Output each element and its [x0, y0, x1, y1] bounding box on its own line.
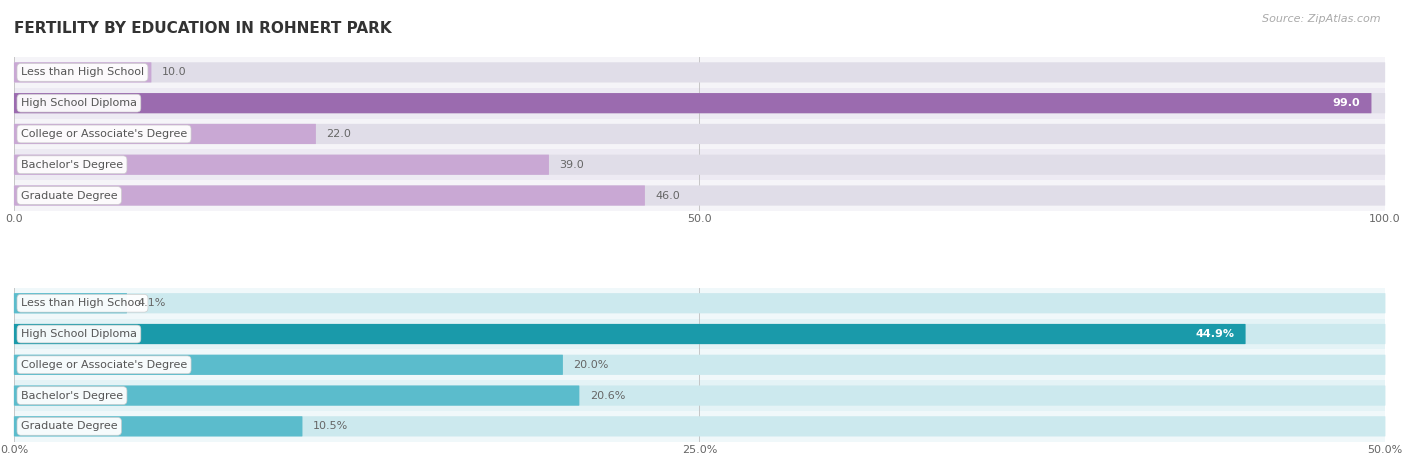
Text: 22.0: 22.0: [326, 129, 352, 139]
Text: Graduate Degree: Graduate Degree: [21, 190, 118, 200]
Text: 4.1%: 4.1%: [138, 298, 166, 308]
Text: Bachelor's Degree: Bachelor's Degree: [21, 390, 124, 400]
FancyBboxPatch shape: [14, 124, 316, 144]
Text: FERTILITY BY EDUCATION IN ROHNERT PARK: FERTILITY BY EDUCATION IN ROHNERT PARK: [14, 21, 392, 37]
FancyBboxPatch shape: [14, 124, 1385, 144]
FancyBboxPatch shape: [14, 288, 1385, 319]
Text: Less than High School: Less than High School: [21, 298, 143, 308]
Text: High School Diploma: High School Diploma: [21, 329, 136, 339]
Text: Source: ZipAtlas.com: Source: ZipAtlas.com: [1263, 14, 1381, 24]
FancyBboxPatch shape: [14, 293, 1385, 314]
FancyBboxPatch shape: [14, 380, 1385, 411]
FancyBboxPatch shape: [14, 319, 1385, 350]
FancyBboxPatch shape: [14, 324, 1385, 344]
FancyBboxPatch shape: [14, 93, 1371, 113]
Text: Less than High School: Less than High School: [21, 67, 143, 77]
FancyBboxPatch shape: [14, 386, 1385, 406]
Text: High School Diploma: High School Diploma: [21, 98, 136, 108]
FancyBboxPatch shape: [14, 155, 548, 175]
FancyBboxPatch shape: [14, 386, 579, 406]
Text: 99.0: 99.0: [1333, 98, 1360, 108]
FancyBboxPatch shape: [14, 62, 152, 83]
Text: Graduate Degree: Graduate Degree: [21, 421, 118, 431]
FancyBboxPatch shape: [14, 185, 1385, 206]
Text: 10.5%: 10.5%: [314, 421, 349, 431]
FancyBboxPatch shape: [14, 416, 302, 437]
Text: 39.0: 39.0: [560, 160, 585, 170]
FancyBboxPatch shape: [14, 185, 645, 206]
FancyBboxPatch shape: [14, 119, 1385, 149]
FancyBboxPatch shape: [14, 411, 1385, 442]
FancyBboxPatch shape: [14, 180, 1385, 211]
Text: 20.6%: 20.6%: [591, 390, 626, 400]
FancyBboxPatch shape: [14, 293, 127, 314]
FancyBboxPatch shape: [14, 355, 562, 375]
Text: 46.0: 46.0: [655, 190, 681, 200]
FancyBboxPatch shape: [14, 88, 1385, 119]
FancyBboxPatch shape: [14, 93, 1385, 113]
Text: 10.0: 10.0: [162, 67, 187, 77]
FancyBboxPatch shape: [14, 57, 1385, 88]
Text: College or Associate's Degree: College or Associate's Degree: [21, 360, 187, 370]
FancyBboxPatch shape: [14, 62, 1385, 83]
FancyBboxPatch shape: [14, 155, 1385, 175]
Text: 44.9%: 44.9%: [1195, 329, 1234, 339]
FancyBboxPatch shape: [14, 350, 1385, 380]
FancyBboxPatch shape: [14, 149, 1385, 180]
Text: 20.0%: 20.0%: [574, 360, 609, 370]
FancyBboxPatch shape: [14, 416, 1385, 437]
FancyBboxPatch shape: [14, 355, 1385, 375]
Text: College or Associate's Degree: College or Associate's Degree: [21, 129, 187, 139]
FancyBboxPatch shape: [14, 324, 1246, 344]
Text: Bachelor's Degree: Bachelor's Degree: [21, 160, 124, 170]
